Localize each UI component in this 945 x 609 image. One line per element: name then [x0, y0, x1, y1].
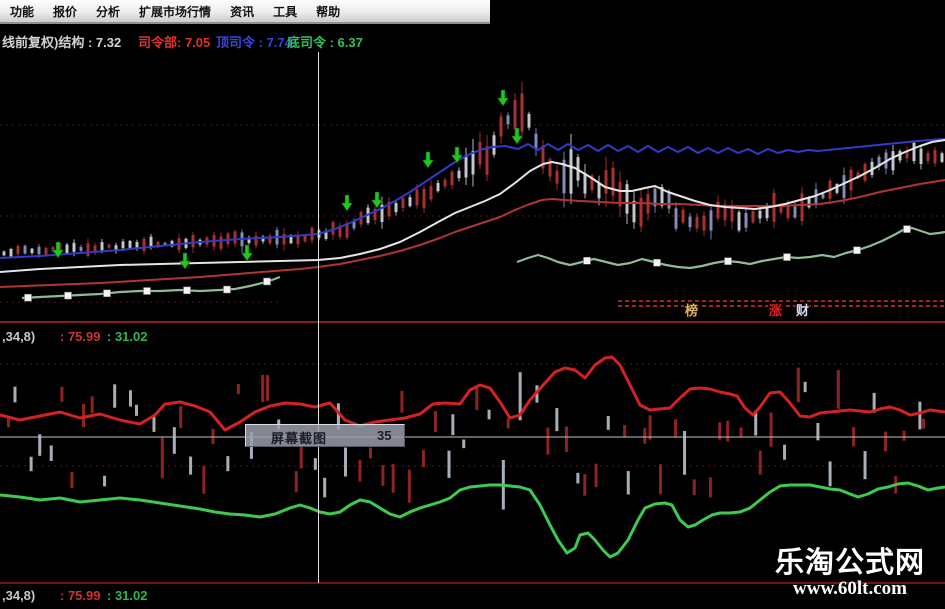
osc-series-lines — [0, 355, 945, 559]
menu-item-function[interactable]: 功能 — [10, 4, 35, 19]
mid-label-green-value: : 31.02 — [107, 329, 148, 344]
tooltip-count: 35 — [377, 428, 392, 443]
indicator-bottom-value: 底司令 : 6.37 — [287, 35, 363, 50]
menu-item-news[interactable]: 资讯 — [230, 4, 255, 19]
main-panel-separator — [0, 321, 945, 323]
signal-arrows — [51, 89, 524, 270]
site-watermark: 乐淘公式网 www.60lt.com — [762, 547, 938, 599]
bottom-label-red-value: : 75.99 — [60, 588, 101, 603]
indicator-top-value: 顶司令 : 7.74 — [216, 35, 292, 50]
menu-item-tools[interactable]: 工具 — [273, 4, 298, 19]
menu-item-help[interactable]: 帮助 — [316, 4, 341, 19]
menu-item-quotes[interactable]: 报价 — [53, 4, 78, 19]
indicator-siling-value: 司令部: 7.05 — [138, 35, 211, 50]
bottom-label-params: ,34,8) — [2, 588, 36, 603]
mid-label-red-value: : 75.99 — [60, 329, 101, 344]
indicator-structure-value: 线前复权)结构 : 7.32 — [2, 35, 122, 50]
red-ma — [0, 179, 945, 288]
mid-indicator-label: ,34,8) : 75.99 : 31.02 — [0, 329, 420, 345]
bottom-indicator-label: ,34,8) : 75.99 : 31.02 — [0, 588, 420, 604]
blue-line — [0, 138, 945, 259]
osc-bars — [7, 367, 925, 510]
screenshot-tooltip: 屏幕截图 35 — [245, 424, 405, 447]
bottom-panel-separator — [0, 582, 945, 584]
watermark-url: www.60lt.com — [793, 578, 907, 599]
main-series-lines — [0, 138, 945, 302]
mid-label-params: ,34,8) — [2, 329, 36, 344]
indicator-header: 线前复权)结构 : 7.32 司令部: 7.05 顶司令 : 7.74 底司令 … — [0, 27, 945, 52]
tick-char-cai: 财 — [795, 303, 811, 318]
menu-bar: 功能 报价 分析 扩展市场行情 资讯 工具 帮助 — [0, 0, 490, 24]
menu-item-extended-market[interactable]: 扩展市场行情 — [139, 4, 212, 19]
bottom-label-green-value: : 31.02 — [107, 588, 148, 603]
tooltip-text: 屏幕截图 — [271, 431, 328, 446]
tick-char-zhang: 涨 — [768, 303, 784, 318]
osc-gridlines — [0, 363, 945, 467]
white-ma — [0, 139, 945, 273]
green-oscillator — [0, 481, 945, 559]
watermark-title: 乐淘公式网 — [774, 547, 925, 579]
candlesticks — [2, 81, 944, 258]
menu-item-analysis[interactable]: 分析 — [96, 4, 121, 19]
tick-char-bang: 榜 — [684, 303, 700, 318]
red-oscillator — [0, 355, 945, 432]
